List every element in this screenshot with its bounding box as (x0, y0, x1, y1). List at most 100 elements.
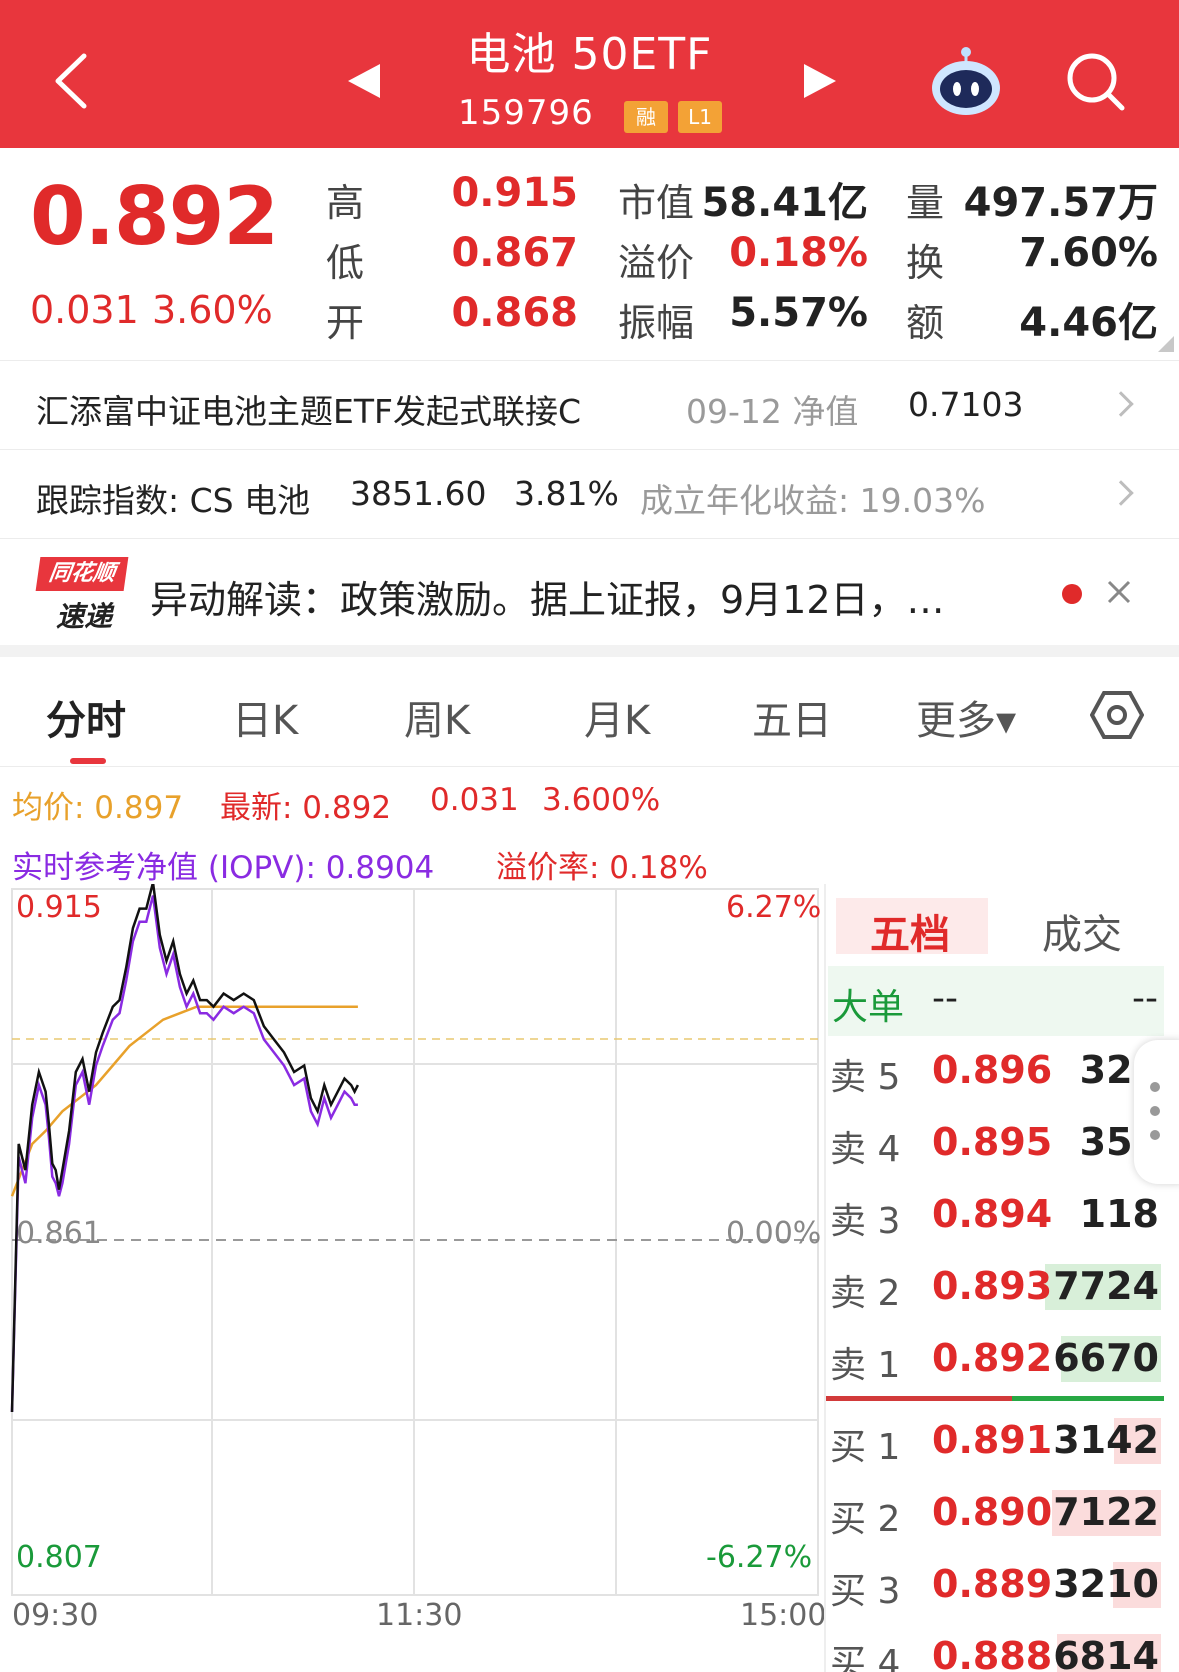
price-line (10, 884, 360, 1413)
sell-volume-bar (1045, 1264, 1161, 1310)
tab-more[interactable]: 更多▾ (916, 698, 1017, 744)
sell-label: 卖 2 (830, 1273, 901, 1314)
corner-expand-icon[interactable] (1158, 336, 1174, 352)
amount-value: 4.46亿 (1019, 300, 1158, 346)
handle-dot (1150, 1130, 1160, 1140)
news-flash-row[interactable]: 同花顺 速递 异动解读：政策激励。据上证报，9月12日，… (0, 539, 1179, 645)
sell-side-divider (826, 1396, 1012, 1401)
sell-row[interactable]: 卖 5 0.896 323 (824, 1036, 1169, 1108)
tab-monthly-k[interactable]: 月K (584, 698, 651, 744)
stock-code: 159796 (458, 93, 594, 133)
tab-trades[interactable]: 成交 (1042, 912, 1122, 958)
handle-dot (1150, 1082, 1160, 1092)
tab-five-day[interactable]: 五日 (752, 698, 832, 744)
avg-price-line (10, 1005, 358, 1197)
robot-assistant-icon[interactable] (928, 46, 1004, 118)
close-icon[interactable] (1106, 579, 1132, 605)
buy-volume-bar (1114, 1418, 1161, 1464)
tab-order-book[interactable]: 五档 (870, 912, 950, 958)
tracking-index-label: 跟踪指数: CS 电池 (36, 481, 311, 520)
pct-axis-mid: 0.00% (726, 1216, 822, 1251)
tab-weekly-k[interactable]: 周K (404, 698, 471, 744)
floating-side-handle[interactable] (1134, 1040, 1179, 1184)
tab-daily-k[interactable]: 日K (232, 698, 299, 744)
avg-price-label: 均价: 0.897 (12, 790, 184, 826)
search-icon[interactable] (1064, 50, 1128, 114)
volume-value: 497.57万 (963, 180, 1158, 226)
chart-grid (11, 888, 819, 1596)
nav-date-label: 09-12 净值 (686, 392, 859, 431)
index-value: 3851.60 (350, 474, 487, 513)
order-book-panel (824, 884, 1169, 1672)
big-order-left: -- (932, 978, 958, 1019)
iopv-line (10, 895, 358, 1413)
divider (0, 449, 1179, 450)
linked-fund-row[interactable]: 汇添富中证电池主题ETF发起式联接C 09-12 净值 0.7103 (0, 361, 1179, 449)
latest-change: 0.031 (430, 782, 519, 818)
x-axis-close: 15:00 (740, 1598, 827, 1633)
low-label: 低 (326, 241, 365, 285)
prev-stock-icon[interactable] (346, 62, 382, 100)
sell-label: 卖 3 (830, 1201, 901, 1242)
iopv-label: 实时参考净值 (IOPV): 0.8904 (12, 850, 435, 886)
sell-row[interactable]: 卖 2 0.893 7724 (824, 1252, 1169, 1324)
open-label: 开 (326, 301, 365, 345)
pct-axis-top: 6.27% (726, 890, 822, 925)
buy-price: 0.889 (932, 1562, 1053, 1606)
buy-label: 买 3 (830, 1571, 901, 1612)
section-gap (0, 645, 1179, 657)
big-order-label: 大单 (832, 987, 905, 1028)
level1-badge: L1 (678, 101, 722, 133)
intraday-chart[interactable] (0, 884, 824, 1604)
buy-label: 买 1 (830, 1427, 901, 1468)
sell-price: 0.894 (932, 1192, 1053, 1236)
x-axis-midday: 11:30 (376, 1598, 463, 1633)
premium-rate-label: 溢价率: 0.18% (496, 850, 708, 886)
buy-price: 0.891 (932, 1418, 1053, 1462)
market-cap-value: 58.41亿 (701, 180, 868, 226)
pct-axis-bottom: -6.27% (706, 1540, 813, 1575)
sell-label: 卖 1 (830, 1345, 901, 1386)
ths-flash-logo: 同花顺 速递 (35, 557, 129, 633)
sell-label: 卖 5 (830, 1057, 901, 1098)
buy-row[interactable]: 买 3 0.889 3210 (824, 1550, 1169, 1622)
big-order-right: -- (1132, 978, 1158, 1019)
handle-dot (1150, 1106, 1160, 1116)
sell-row[interactable]: 卖 1 0.892 6670 (824, 1324, 1169, 1396)
buy-volume: 3210 (1053, 1562, 1159, 1606)
open-value: 0.868 (451, 290, 578, 336)
buy-row[interactable]: 买 1 0.891 3142 (824, 1406, 1169, 1478)
turnover-value: 7.60% (1019, 230, 1158, 276)
tab-intraday[interactable]: 分时 (46, 698, 126, 744)
divider (0, 766, 1179, 767)
y-axis-bottom: 0.807 (16, 1540, 102, 1575)
buy-label: 买 2 (830, 1499, 901, 1540)
buy-row[interactable]: 买 2 0.890 7122 (824, 1478, 1169, 1550)
big-order-row: 大单 -- -- (828, 966, 1164, 1036)
price-change: 0.031 (30, 288, 139, 332)
x-axis-open: 09:30 (12, 1598, 99, 1633)
back-icon[interactable] (50, 52, 90, 110)
sell-row[interactable]: 卖 3 0.894 118 (824, 1180, 1169, 1252)
market-cap-label: 市值 (618, 181, 695, 225)
margin-badge: 融 (624, 101, 668, 133)
tracking-index-row[interactable]: 跟踪指数: CS 电池 3851.60 3.81% 成立年化收益: 19.03% (0, 450, 1179, 538)
buy-volume: 6814 (1053, 1634, 1159, 1672)
settings-icon[interactable] (1090, 688, 1144, 742)
sell-price: 0.895 (932, 1120, 1053, 1164)
buy-row[interactable]: 买 4 0.888 6814 (824, 1622, 1169, 1672)
sell-volume: 7724 (1053, 1264, 1159, 1308)
volume-label: 量 (906, 181, 945, 225)
chevron-right-icon (1108, 480, 1134, 506)
amount-label: 额 (906, 301, 945, 345)
price-change-pct: 3.60% (152, 288, 273, 332)
amplitude-value: 5.57% (729, 290, 868, 336)
y-axis-mid: 0.861 (16, 1216, 102, 1251)
next-stock-icon[interactable] (802, 62, 838, 100)
sell-row[interactable]: 卖 4 0.895 353 (824, 1108, 1169, 1180)
sell-label: 卖 4 (830, 1129, 901, 1170)
buy-price: 0.888 (932, 1634, 1053, 1672)
y-axis-top: 0.915 (16, 890, 102, 925)
sell-volume-bar (1061, 1336, 1161, 1382)
index-change: 3.81% (514, 474, 619, 513)
